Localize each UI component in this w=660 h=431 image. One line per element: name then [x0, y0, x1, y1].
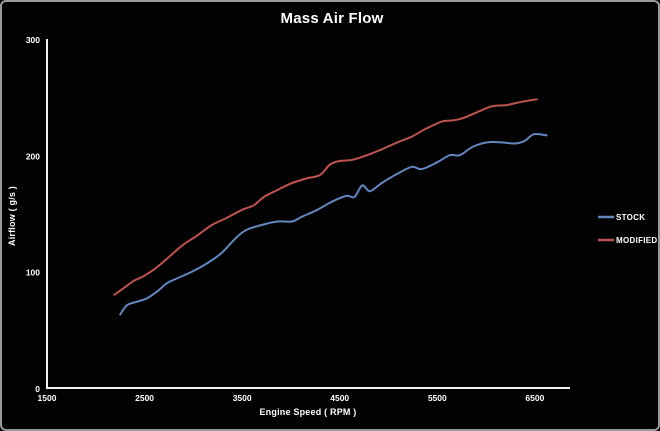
stock-series-line: [119, 132, 548, 316]
chart-title: Mass Air Flow: [281, 10, 384, 27]
x-tick-label: 2500: [135, 393, 154, 403]
y-tick-label: 300: [26, 35, 40, 45]
x-tick-label: 5500: [428, 393, 447, 403]
stock-legend-label: STOCK: [616, 213, 645, 222]
modified-series-line: [113, 98, 538, 296]
y-tick-label: 0: [35, 384, 40, 394]
y-axis-tick-labels: 0 100 200 300: [26, 35, 40, 394]
x-tick-label: 4500: [330, 393, 349, 403]
x-tick-label: 6500: [525, 393, 544, 403]
x-tick-label: 1500: [38, 393, 57, 403]
x-axis-title: Engine Speed ( RPM ): [259, 407, 356, 417]
y-tick-label: 100: [26, 268, 40, 278]
x-tick-label: 3500: [233, 393, 252, 403]
legend: STOCK MODIFIED: [598, 213, 658, 245]
modified-legend-label: MODIFIED: [616, 236, 658, 245]
series-lines: [113, 98, 548, 316]
y-tick-label: 200: [26, 151, 40, 161]
x-axis-tick-labels: 1500 2500 3500 4500 5500 6500: [38, 393, 545, 403]
y-axis-title: Airflow ( g/s ): [7, 186, 17, 246]
